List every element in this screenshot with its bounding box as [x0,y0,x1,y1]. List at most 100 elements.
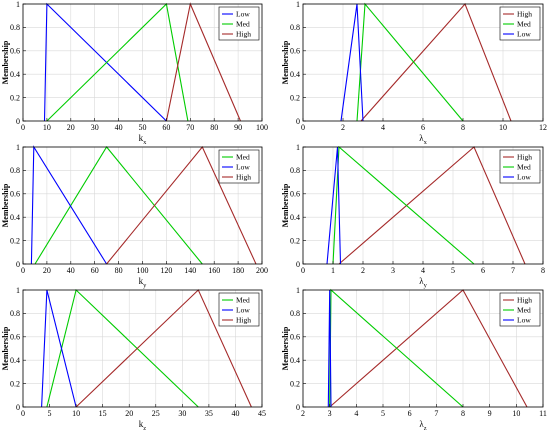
y-axis-label: Membership [281,40,290,84]
y-tick-label: 0.8 [10,166,20,175]
y-axis-label: Membership [281,326,290,370]
x-tick-label: 7 [434,409,438,418]
y-tick-label: 1 [16,0,20,9]
x-axis-label: λx [419,133,427,146]
y-tick-label: 0.6 [10,333,20,342]
x-tick-label: 30 [178,409,186,418]
y-tick-label: 0.4 [290,213,300,222]
x-tick-label: 1 [331,266,335,275]
legend-label-low: Low [236,10,250,19]
legend-label-med: Med [517,306,531,315]
x-tick-label: 3 [391,266,395,275]
x-tick-label: 8 [461,123,465,132]
x-axis-label: λz [419,419,426,432]
y-tick-label: 0.2 [290,93,300,102]
legend-label-low: Low [236,306,250,315]
y-axis-label: Membership [1,326,10,370]
axes-frame [302,289,544,408]
y-axis-label: Membership [281,183,290,227]
legend-label-med: Med [236,153,250,162]
x-tick-label: 8 [461,409,465,418]
x-tick-label: 25 [152,409,160,418]
y-tick-label: 0.6 [10,47,20,56]
x-tick-label: 20 [67,123,75,132]
y-tick-label: 0 [16,117,20,126]
x-tick-label: 10 [72,409,80,418]
x-tick-label: 2 [361,266,365,275]
y-tick-label: 0.8 [290,23,300,32]
x-tick-label: 80 [210,123,218,132]
y-tick-label: 0.6 [290,47,300,56]
x-tick-label: 6 [408,409,412,418]
x-tick-label: 2 [341,123,345,132]
y-tick-label: 0 [296,403,300,412]
x-tick-label: 12 [539,123,547,132]
legend-label-high: High [236,316,251,325]
legend-label-high: High [236,30,251,39]
x-tick-label: 5 [48,409,52,418]
axes-frame [22,289,263,408]
x-tick-label: 4 [354,409,358,418]
x-tick-label: 0 [21,266,25,275]
x-tick-label: 200 [256,266,268,275]
x-tick-label: 140 [184,266,196,275]
y-tick-label: 0 [296,260,300,269]
x-tick-label: 60 [162,123,170,132]
legend-label-low: Low [236,163,250,172]
x-tick-label: 40 [231,409,239,418]
x-tick-label: 5 [451,266,455,275]
y-tick-label: 0.2 [290,236,300,245]
legend-label-high: High [517,10,532,19]
y-tick-label: 0.4 [10,356,20,365]
x-tick-label: 4 [421,266,425,275]
legend-label-high: High [517,296,532,305]
chart-panel-6: 2 3 4 5 6 7 8 9 10 11 0 0.2 0.4 0.6 0.8 1 Membership λz Hi… [281,286,547,432]
x-tick-label: 40 [115,123,123,132]
y-tick-label: 0.8 [10,309,20,318]
y-tick-label: 0.6 [290,190,300,199]
chart-panel-1: 0 10 20 30 40 50 60 70 80 90 100 0 0.2 0.4 0.6 0.8 1 Memb… [1,0,268,146]
x-tick-label: 7 [511,266,515,275]
chart-panel-4: 0 1 2 3 4 5 6 7 8 0 0.2 0.4 0.6 0.8 1 Membership λy HighM… [281,143,545,289]
legend-label-med: Med [236,20,250,29]
x-tick-label: 15 [99,409,107,418]
legend-label-low: Low [517,316,531,325]
y-tick-label: 0.2 [10,379,20,388]
x-tick-label: 9 [488,409,492,418]
y-tick-label: 1 [296,286,300,295]
legend-label-low: Low [517,30,531,39]
x-axis-label: kx [139,133,148,146]
y-tick-label: 0.2 [10,93,20,102]
x-tick-label: 120 [160,266,172,275]
x-tick-label: 0 [21,409,25,418]
y-tick-label: 0.4 [10,213,20,222]
y-tick-label: 0 [296,117,300,126]
y-tick-label: 1 [16,143,20,152]
y-tick-label: 1 [296,143,300,152]
x-tick-label: 5 [381,409,385,418]
x-tick-label: 20 [125,409,133,418]
x-tick-label: 10 [499,123,507,132]
y-tick-label: 0.2 [10,236,20,245]
x-tick-label: 3 [328,409,332,418]
x-tick-label: 6 [421,123,425,132]
chart-panel-3: 0 20 40 60 80 100 120 140 160 180 200 0 0.2 0.4 0.6 0.8… [1,143,268,289]
x-tick-label: 4 [381,123,385,132]
y-tick-label: 1 [16,286,20,295]
x-tick-label: 8 [541,266,545,275]
x-tick-label: 0 [21,123,25,132]
legend-label-low: Low [517,173,531,182]
y-tick-label: 0.6 [10,190,20,199]
x-tick-label: 160 [208,266,220,275]
y-tick-label: 0.8 [290,166,300,175]
x-tick-label: 0 [301,123,305,132]
y-axis-label: Membership [1,40,10,84]
y-tick-label: 0 [16,403,20,412]
x-tick-label: 0 [301,266,305,275]
y-tick-label: 0.8 [290,309,300,318]
